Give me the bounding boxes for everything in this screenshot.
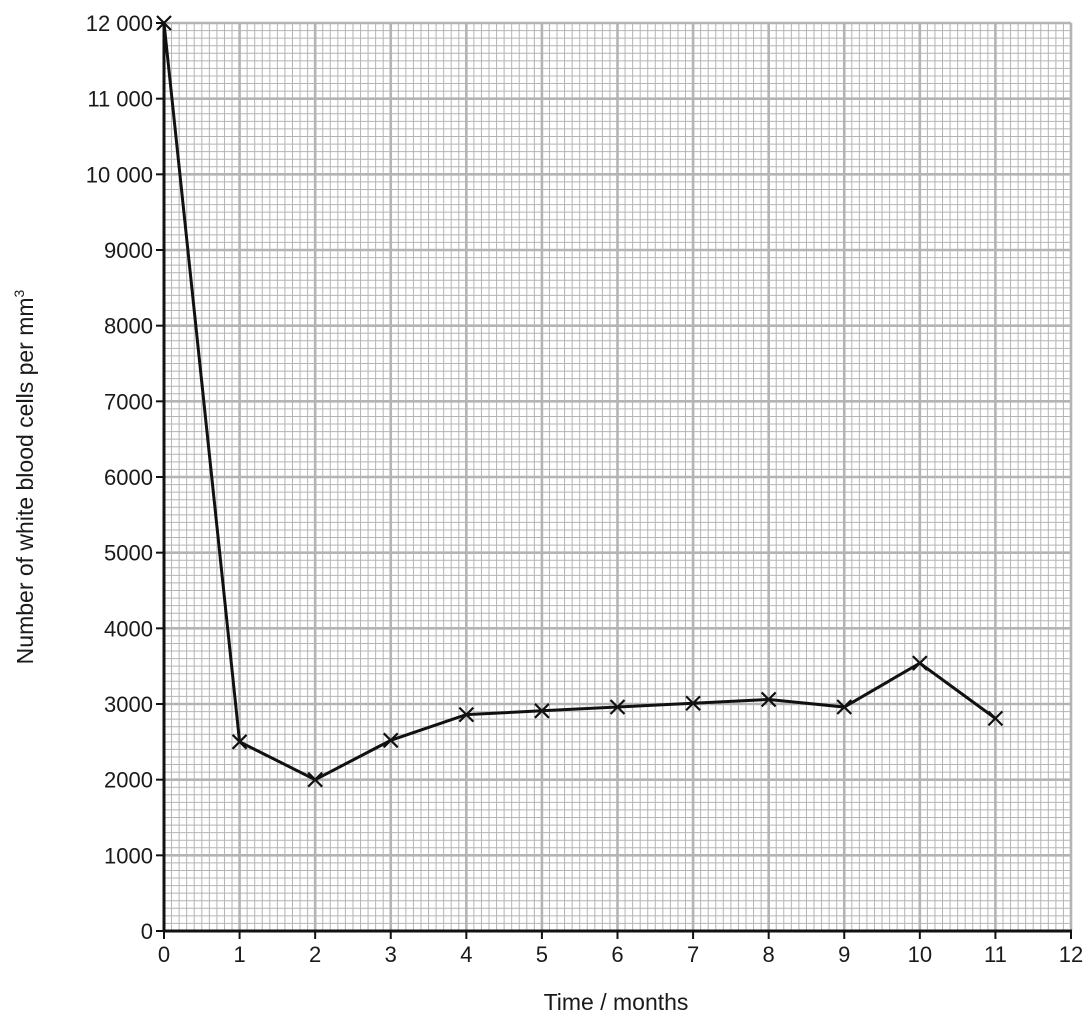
marker-stroke: [760, 691, 777, 708]
marker-stroke: [156, 15, 172, 31]
y-tick-label: 10 000: [86, 162, 153, 187]
data-point-marker: [836, 699, 853, 715]
marker-stroke: [534, 703, 550, 719]
x-tick-label: 10: [908, 942, 932, 967]
data-point-marker: [912, 655, 928, 671]
data-point-marker: [685, 695, 701, 712]
y-tick-label: 3000: [104, 692, 153, 717]
x-tick-label: 2: [309, 942, 321, 967]
x-tick-label: 3: [385, 942, 397, 967]
marker-stroke: [382, 732, 399, 749]
x-axis-title: Time / months: [544, 989, 689, 1015]
y-axis-ticks: 0 1000 2000 3000 4000 5000 6000 7000 8000 9000 10 …: [86, 11, 164, 944]
marker-stroke: [836, 699, 853, 715]
series-line: [162, 22, 997, 782]
y-axis-title-superscript: 3: [11, 289, 27, 297]
marker-stroke: [307, 771, 323, 788]
y-tick-label: 8000: [104, 314, 153, 339]
marker-stroke: [458, 706, 475, 723]
x-axis-ticks: 0 1 2 3 4 5 6 7 8 9 10 11 12: [158, 931, 1083, 967]
marker-stroke: [912, 655, 928, 671]
y-tick-label: 4000: [104, 616, 153, 641]
y-tick-label: 0: [141, 919, 153, 944]
data-point-marker: [382, 732, 399, 749]
x-tick-label: 9: [838, 942, 850, 967]
data-point-marker: [156, 15, 172, 31]
x-tick-label: 4: [460, 942, 472, 967]
x-tick-label: 7: [687, 942, 699, 967]
y-axis-title-text: Number of white blood cells per mm: [12, 297, 38, 664]
y-tick-label: 12 000: [86, 11, 153, 36]
x-tick-label: 0: [158, 942, 170, 967]
x-tick-label: 6: [611, 942, 623, 967]
y-tick-label: 2000: [104, 768, 153, 793]
data-point-marker: [987, 710, 1004, 727]
marker-stroke: [609, 699, 626, 715]
data-point-marker: [534, 703, 550, 719]
data-point-marker: [760, 691, 777, 708]
x-tick-label: 8: [763, 942, 775, 967]
marker-stroke: [987, 710, 1004, 727]
x-tick-label: 5: [536, 942, 548, 967]
data-point-marker: [458, 706, 475, 723]
y-tick-label: 1000: [104, 843, 153, 868]
data-series: [156, 15, 1004, 788]
y-tick-label: 6000: [104, 465, 153, 490]
marker-stroke: [685, 695, 701, 712]
data-point-marker: [307, 771, 323, 788]
x-tick-label: 11: [984, 942, 1007, 967]
x-tick-label: 1: [233, 942, 245, 967]
x-tick-label: 12: [1059, 942, 1083, 967]
marker-stroke: [231, 734, 248, 750]
y-tick-label: 5000: [104, 541, 153, 566]
y-tick-label: 9000: [104, 238, 153, 263]
y-axis-title: Number of white blood cells per mm3: [11, 289, 38, 664]
data-point-marker: [609, 699, 626, 715]
y-tick-label: 7000: [104, 389, 153, 414]
data-point-marker: [231, 734, 248, 750]
y-tick-label: 11 000: [87, 87, 153, 112]
